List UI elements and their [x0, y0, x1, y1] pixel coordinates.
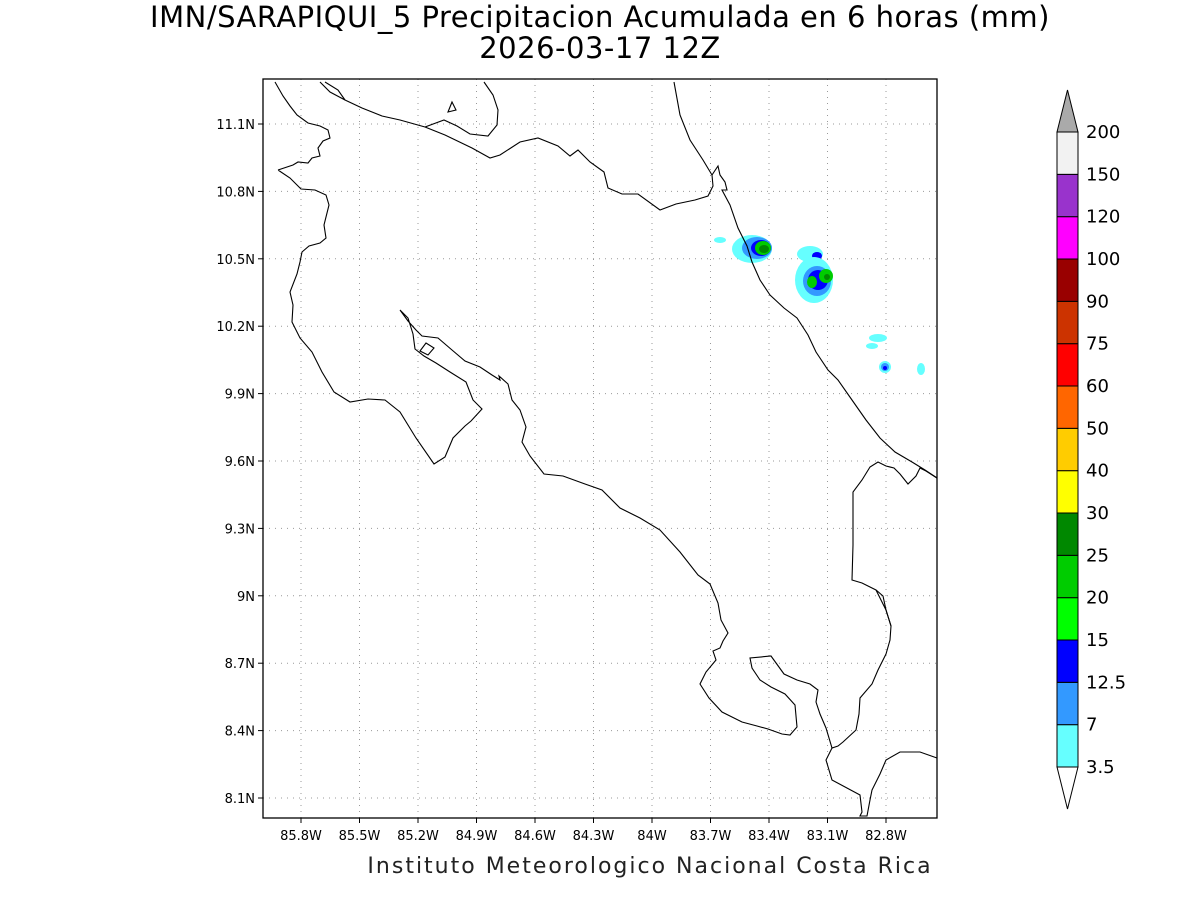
- colorbar-swatch: [1056, 470, 1079, 514]
- colorbar-swatch: [1056, 512, 1079, 556]
- lat-tick-label: 8.4N: [225, 725, 255, 740]
- colorbar-label: 3.5: [1086, 757, 1115, 778]
- colorbar-swatch: [1056, 173, 1079, 218]
- lon-tick-label: 84.9W: [456, 829, 498, 844]
- coastlines: [274, 81, 938, 817]
- colorbar-label: 20: [1086, 588, 1109, 609]
- colorbar-swatch: [1056, 343, 1079, 387]
- colorbar-swatch: [1056, 681, 1079, 726]
- colorbar-label: 60: [1086, 376, 1109, 397]
- osa-peninsula-coast: [825, 747, 938, 817]
- map-frame: [262, 78, 938, 819]
- lon-tick-label: 85.8W: [280, 829, 322, 844]
- lon-tick-label: 85.2W: [397, 829, 439, 844]
- colorbar-swatch: [1056, 724, 1079, 768]
- island-2: [419, 342, 435, 356]
- colorbar-label: 7: [1086, 715, 1097, 736]
- lat-tick-label: 9.3N: [225, 522, 255, 537]
- colorbar-swatch: [1056, 597, 1079, 641]
- panama-border: [875, 589, 892, 627]
- colorbar-label: 15: [1086, 630, 1109, 651]
- colorbar-bottom-arrow: [1056, 766, 1079, 810]
- latitude-axis: 11.1N 10.8N 10.5N 10.2N 9.9N 9.6N 9.3N 9N 8.7N 8.…: [216, 118, 263, 807]
- lat-tick-label: 10.5N: [216, 253, 255, 268]
- colorbar-label: 90: [1086, 291, 1109, 312]
- lat-tick-label: 8.1N: [225, 792, 255, 807]
- precip-cell-2: [795, 246, 833, 303]
- precipitation-field: [714, 235, 925, 375]
- colorbar-swatch: [1056, 554, 1079, 599]
- lon-tick-label: 85.5W: [339, 829, 381, 844]
- colorbar-label: 50: [1086, 418, 1109, 439]
- colorbar-label: 25: [1086, 545, 1109, 566]
- colorbar-label: 30: [1086, 503, 1109, 524]
- colorbar-label: 40: [1086, 461, 1109, 482]
- lon-tick-label: 83.1W: [807, 829, 849, 844]
- island-1: [447, 100, 457, 113]
- colorbar-label: 150: [1086, 164, 1120, 185]
- colorbar-label: 200: [1086, 122, 1120, 143]
- lat-tick-label: 10.8N: [216, 185, 255, 200]
- lon-tick-label: 84.6W: [514, 829, 556, 844]
- lat-tick-label: 9.9N: [225, 388, 255, 403]
- lat-tick-label: 9.6N: [225, 455, 255, 470]
- colorbar-label: 12.5: [1086, 672, 1126, 693]
- colorbar-label: 75: [1086, 334, 1109, 355]
- nicaragua-border: [319, 81, 938, 479]
- colorbar-label: 100: [1086, 249, 1120, 270]
- map-gridlines: [263, 79, 937, 818]
- map-title: IMN/SARAPIQUI_5 Precipitacion Acumulada …: [0, 2, 1200, 64]
- colorbar-label: 120: [1086, 207, 1120, 228]
- colorbar-swatch: [1056, 131, 1079, 175]
- lat-tick-label: 9N: [237, 590, 255, 605]
- footer-credit: Instituto Meteorologico Nacional Costa R…: [367, 854, 933, 879]
- colorbar-swatch: [1056, 639, 1079, 683]
- lat-tick-label: 8.7N: [225, 657, 255, 672]
- longitude-axis: 85.8W 85.5W 85.2W 84.9W 84.6W 84.3W 84W 83.7W 83…: [280, 818, 907, 844]
- caribbean-coast: [673, 81, 713, 176]
- nicaragua-north: [324, 81, 499, 137]
- colorbar-swatch: [1056, 216, 1079, 260]
- lat-tick-label: 11.1N: [216, 118, 255, 133]
- lon-tick-label: 82.8W: [865, 829, 907, 844]
- pacific-coastline: [274, 81, 938, 749]
- lon-tick-label: 83.4W: [748, 829, 790, 844]
- colorbar-top-arrow: [1056, 89, 1079, 133]
- title-line-1: IMN/SARAPIQUI_5 Precipitacion Acumulada …: [150, 0, 1050, 34]
- colorbar-swatch: [1056, 300, 1079, 345]
- lon-tick-label: 84.3W: [573, 829, 615, 844]
- colorbar: 3.5 7 12.5 15 20 25 30 40 50 60 75 90 100 120 150 200: [1056, 89, 1126, 810]
- colorbar-swatch: [1056, 385, 1079, 429]
- lon-tick-label: 83.7W: [690, 829, 732, 844]
- precip-cell-1: [714, 235, 772, 263]
- title-line-2: 2026-03-17 12Z: [479, 31, 721, 65]
- lon-tick-label: 84W: [637, 829, 667, 844]
- lat-tick-label: 10.2N: [216, 320, 255, 335]
- precip-cell-3: [866, 334, 925, 375]
- colorbar-swatch: [1056, 427, 1079, 472]
- colorbar-swatch: [1056, 258, 1079, 302]
